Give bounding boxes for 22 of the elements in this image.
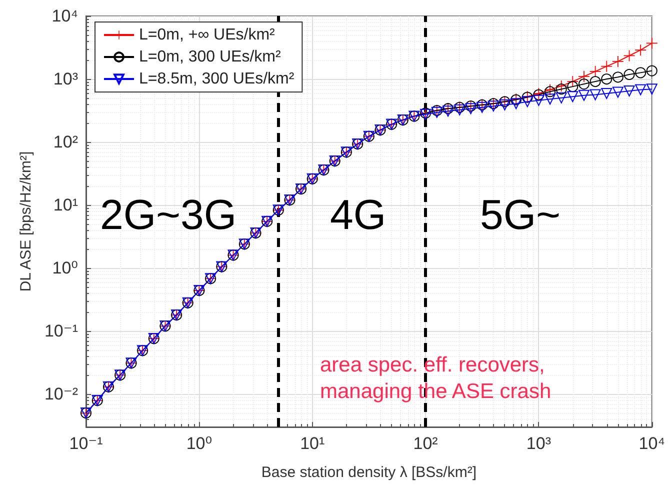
y-tick-label: 10³ [53, 70, 78, 89]
x-tick-label: 10⁰ [186, 434, 212, 453]
x-tick-label: 10⁻¹ [69, 434, 104, 453]
annotation: 4G [330, 190, 386, 238]
x-tick-label: 10² [413, 434, 438, 453]
annotation: 5G~ [480, 190, 561, 238]
legend-label: L=8.5m, 300 UEs/km² [139, 70, 295, 88]
y-tick-label: 10⁰ [52, 258, 78, 278]
annotation: 2G~3G [100, 190, 237, 238]
legend-label: L=0m, 300 UEs/km² [139, 48, 282, 66]
y-tick-label: 10⁻² [44, 384, 78, 404]
annotation: area spec. eff. recovers, managing the ASE crash [320, 354, 552, 403]
y-tick-label: 10¹ [53, 196, 78, 215]
x-axis-title: Base station density λ [BSs/km²] [261, 464, 476, 481]
x-tick-label: 10⁴ [638, 434, 666, 453]
y-axis-title: DL ASE [bps/Hz/km²] [18, 151, 35, 292]
x-tick-label: 10³ [526, 434, 552, 453]
y-tick-label: 10⁻¹ [44, 322, 78, 341]
legend-label: L=0m, +∞ UEs/km² [139, 26, 276, 44]
y-tick-label: 10⁴ [52, 6, 78, 26]
x-tick-label: 10¹ [300, 434, 325, 453]
y-tick-label: 10² [53, 132, 78, 152]
